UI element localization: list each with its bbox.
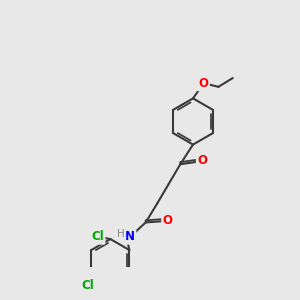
Text: H: H [117, 229, 125, 239]
Text: O: O [163, 214, 172, 226]
Text: O: O [198, 77, 208, 90]
Text: N: N [125, 230, 135, 243]
Text: Cl: Cl [82, 279, 94, 292]
Text: Cl: Cl [91, 230, 104, 243]
Text: O: O [197, 154, 207, 167]
